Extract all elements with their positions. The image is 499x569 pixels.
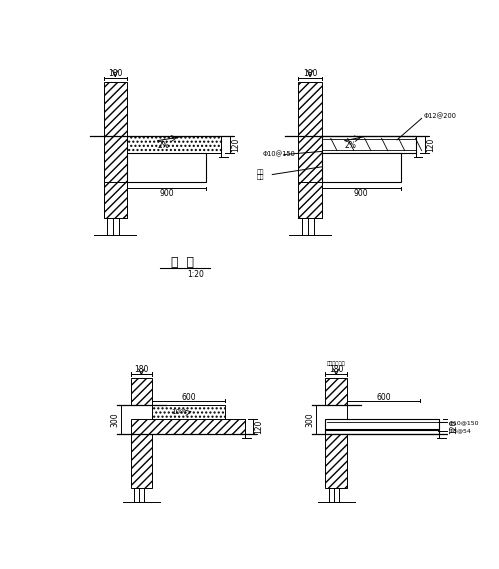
Text: 大  样: 大 样 (172, 256, 195, 269)
Text: 300: 300 (305, 412, 314, 427)
Text: Φ10@150: Φ10@150 (262, 151, 295, 158)
Text: 2%: 2% (157, 141, 169, 150)
Text: Φ10@150: Φ10@150 (449, 420, 479, 425)
Text: 1:20: 1:20 (188, 270, 205, 279)
Bar (298, 182, 321, 218)
Bar (131, 419, 245, 434)
Text: 详图: 详图 (257, 175, 264, 180)
Bar (325, 378, 347, 405)
Text: 900: 900 (159, 189, 174, 198)
Text: 180: 180 (303, 69, 317, 78)
Text: 2%: 2% (345, 141, 357, 150)
Text: Φ12@200: Φ12@200 (424, 113, 457, 119)
Bar (152, 405, 226, 419)
Text: 120: 120 (232, 137, 241, 152)
Text: 180: 180 (134, 365, 149, 374)
Text: 纵筋: 纵筋 (257, 170, 264, 175)
Bar (321, 136, 416, 153)
Bar (131, 434, 152, 488)
Text: 180: 180 (329, 365, 343, 374)
Text: 120: 120 (427, 137, 436, 152)
Text: 120: 120 (450, 419, 459, 434)
Bar (131, 378, 152, 405)
Text: 10%: 10% (171, 410, 187, 415)
Bar (298, 82, 321, 218)
Text: 防水卷材详见: 防水卷材详见 (327, 361, 346, 366)
Text: 900: 900 (354, 189, 369, 198)
Bar (127, 136, 222, 153)
Text: 180: 180 (108, 69, 122, 78)
Text: 600: 600 (182, 393, 196, 402)
Text: Φ8@54: Φ8@54 (449, 428, 472, 434)
Bar (104, 182, 127, 218)
Bar (104, 82, 127, 218)
Text: 300: 300 (111, 412, 120, 427)
Text: 600: 600 (376, 393, 391, 402)
Bar (321, 153, 401, 182)
Bar (325, 434, 347, 488)
Bar (325, 419, 440, 434)
Bar (127, 153, 206, 182)
Text: 120: 120 (254, 419, 263, 434)
